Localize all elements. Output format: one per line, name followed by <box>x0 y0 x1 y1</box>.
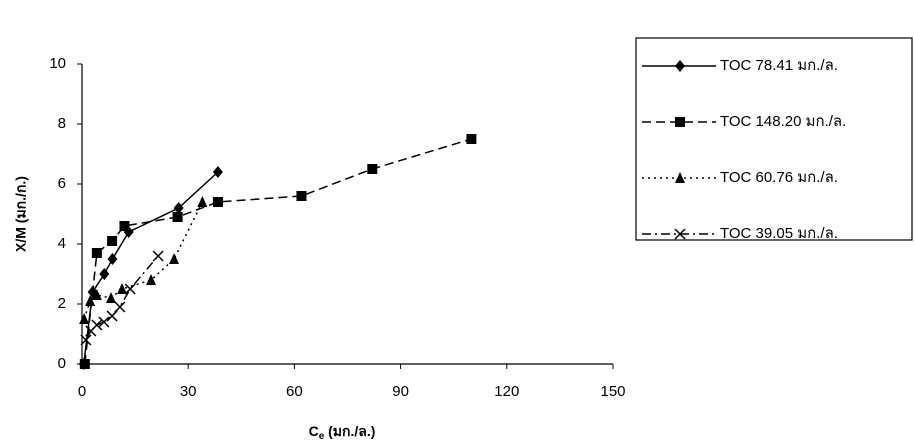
marker <box>107 236 117 246</box>
legend-label: TOC 78.41 มก./ล. <box>720 57 838 74</box>
y-tick-label: 0 <box>58 355 66 372</box>
y-tick-label: 8 <box>58 115 66 132</box>
chart: X/M (มก./ก.) Ce (มก./ล.) 0 2 4 6 8 10 0 30 60 90 1… <box>0 0 914 444</box>
x-tick-label: 60 <box>286 383 303 400</box>
y-tick-label: 2 <box>58 295 66 312</box>
marker <box>92 248 102 258</box>
legend-label: TOC 60.76 มก./ล. <box>720 169 838 186</box>
series-line <box>85 139 472 364</box>
marker <box>80 359 90 369</box>
marker <box>79 313 89 324</box>
marker <box>153 251 163 261</box>
x-tick-label: 120 <box>494 383 519 400</box>
x-label-rest: (มก./ล.) <box>324 423 375 439</box>
y-axis-label: X/M (มก./ก.) <box>13 176 29 252</box>
legend-label: TOC 39.05 มก./ล. <box>720 225 838 242</box>
x-axis-label: Ce (มก./ล.) <box>309 423 376 442</box>
x-label-main: C <box>309 423 319 439</box>
marker <box>173 212 183 222</box>
y-tick-label: 6 <box>58 175 66 192</box>
series-line <box>84 172 218 364</box>
legend-label: TOC 148.20 มก./ล. <box>720 113 846 130</box>
marker <box>296 191 306 201</box>
marker <box>107 253 117 265</box>
x-tick-label: 90 <box>392 383 409 400</box>
x-tick-label: 0 <box>78 383 86 400</box>
x-tick-label: 150 <box>600 383 625 400</box>
marker <box>466 134 476 144</box>
marker <box>367 164 377 174</box>
marker <box>107 311 117 321</box>
marker <box>115 302 125 312</box>
marker <box>119 221 129 231</box>
marker <box>146 274 156 285</box>
marker <box>125 284 135 294</box>
y-tick-label: 10 <box>49 55 66 72</box>
marker <box>169 253 179 264</box>
marker <box>197 196 207 207</box>
marker <box>675 117 685 127</box>
y-tick-label: 4 <box>58 235 66 252</box>
marker <box>106 292 116 303</box>
marker <box>213 197 223 207</box>
series-line <box>84 202 202 319</box>
x-tick-label: 30 <box>180 383 197 400</box>
